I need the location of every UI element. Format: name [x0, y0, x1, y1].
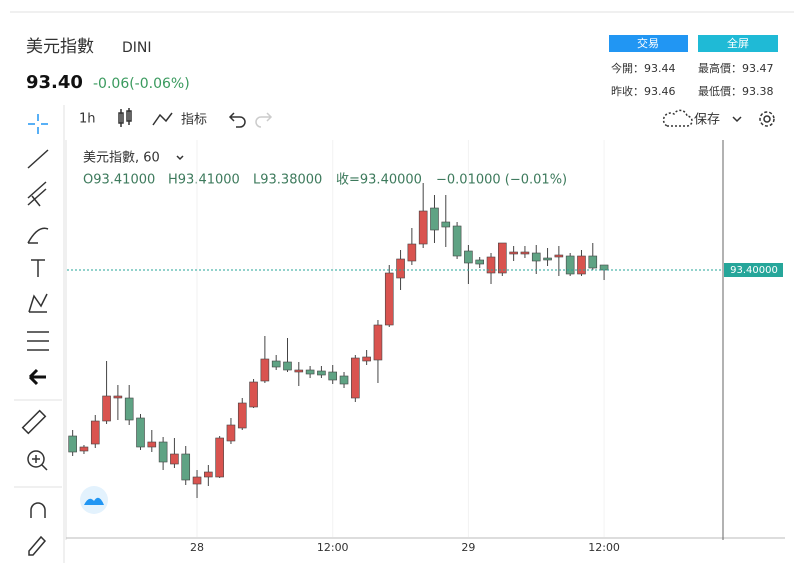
- stat: 最低價：93.38: [698, 84, 774, 98]
- logo-mark: [84, 497, 104, 505]
- candle-body: [384, 272, 394, 326]
- candle-body: [373, 324, 383, 361]
- ruler-tool[interactable]: [21, 409, 47, 435]
- candle-body: [407, 243, 417, 262]
- legend-menu[interactable]: [176, 155, 184, 161]
- candle-body: [328, 371, 338, 381]
- stat: 昨收：93.46: [611, 84, 676, 98]
- fullscreen-label[interactable]: 全屏: [727, 36, 749, 50]
- candle-body: [215, 437, 224, 478]
- candle-body: [430, 207, 439, 231]
- candle-body: [317, 370, 326, 376]
- candle-body: [520, 251, 530, 255]
- candle-body: [464, 250, 473, 264]
- candle-body: [441, 221, 451, 228]
- candle-body: [181, 453, 191, 481]
- candle-body: [68, 435, 77, 453]
- candle-body: [452, 225, 462, 257]
- candle-body: [226, 424, 236, 442]
- x-tick-label: 12:00: [588, 541, 620, 554]
- logo[interactable]: [80, 486, 108, 514]
- candle-body: [498, 242, 507, 274]
- last-price-box: [724, 263, 783, 277]
- candle-body: [305, 369, 315, 375]
- settings-icon[interactable]: [759, 111, 775, 127]
- candle-body: [79, 446, 89, 452]
- candle-body: [531, 252, 541, 262]
- save-menu-icon[interactable]: [732, 116, 742, 123]
- candle-body: [588, 255, 598, 269]
- candle-body: [294, 369, 304, 373]
- fullscreen-button[interactable]: [698, 35, 778, 52]
- candle-body: [577, 255, 586, 275]
- line-tool[interactable]: [27, 149, 49, 169]
- fib-tool[interactable]: [27, 181, 47, 207]
- candle-body: [565, 255, 575, 275]
- candle-body: [339, 375, 349, 385]
- candle-body: [543, 257, 552, 261]
- candle-body: [396, 258, 405, 279]
- magnet-tool[interactable]: [30, 502, 46, 518]
- brush-tool[interactable]: [27, 227, 49, 244]
- candle-icon[interactable]: [118, 108, 132, 127]
- candle-body: [113, 395, 123, 399]
- candle-body: [158, 441, 168, 463]
- redo-icon[interactable]: [255, 112, 273, 128]
- candle-body: [418, 210, 428, 245]
- legend-change: −0.01000 (−0.01%): [436, 173, 567, 188]
- indicator-icon[interactable]: [152, 112, 173, 126]
- title: 美元指數: [26, 37, 94, 57]
- crosshair-tool[interactable]: [28, 114, 48, 134]
- pattern-tool[interactable]: [28, 293, 48, 313]
- x-tick-label: 29: [461, 541, 475, 554]
- candle-body: [260, 358, 270, 382]
- legend-low: L93.38000: [253, 173, 322, 188]
- candle-body: [351, 357, 360, 399]
- candle-body: [147, 441, 157, 448]
- change: -0.06(-0.06%): [93, 76, 190, 92]
- candle-body: [192, 476, 202, 485]
- candle-body: [237, 402, 247, 429]
- text-tool[interactable]: [31, 259, 45, 277]
- candle-body: [271, 360, 281, 368]
- ohlc-legend: O93.41000 H93.41000 L93.38000 收=93.40000…: [83, 173, 567, 188]
- candle-body: [102, 395, 111, 422]
- legend-open: O93.41000: [83, 173, 155, 188]
- candle-body: [475, 259, 485, 265]
- price: 93.40: [26, 72, 83, 93]
- candle-body: [509, 251, 518, 255]
- x-tick-label: 28: [190, 541, 204, 554]
- back-tool[interactable]: [28, 368, 46, 386]
- candle-body: [554, 254, 564, 258]
- candle-body: [599, 264, 609, 271]
- zoom-tool[interactable]: [27, 450, 48, 471]
- candle-body: [204, 471, 213, 478]
- interval[interactable]: 1h: [79, 112, 96, 127]
- legend-high: H93.41000: [168, 173, 240, 188]
- legend-close: 收=93.40000: [336, 173, 422, 188]
- candle-body: [283, 361, 292, 371]
- trade-label[interactable]: 交易: [637, 36, 659, 50]
- candle-body: [249, 381, 258, 408]
- measure-tool[interactable]: [27, 331, 49, 351]
- undo-icon[interactable]: [228, 112, 246, 128]
- trade-button[interactable]: [609, 35, 688, 52]
- candle-body: [124, 397, 134, 421]
- stat: 最高價：93.47: [698, 61, 774, 75]
- lock-tool[interactable]: [28, 535, 47, 556]
- x-tick-label: 12:00: [317, 541, 349, 554]
- legend-title: 美元指數, 60: [83, 151, 160, 166]
- indicators[interactable]: 指标: [181, 113, 207, 128]
- candle-body: [170, 453, 179, 465]
- save[interactable]: 保存: [694, 113, 720, 128]
- symbol: DINI: [122, 40, 152, 56]
- stat: 今開：93.44: [611, 61, 676, 75]
- candle-body: [486, 256, 496, 274]
- candle-body: [136, 417, 145, 448]
- last-price-label: 93.40000: [730, 265, 778, 276]
- candle-body: [362, 356, 371, 362]
- candle-body: [90, 420, 100, 445]
